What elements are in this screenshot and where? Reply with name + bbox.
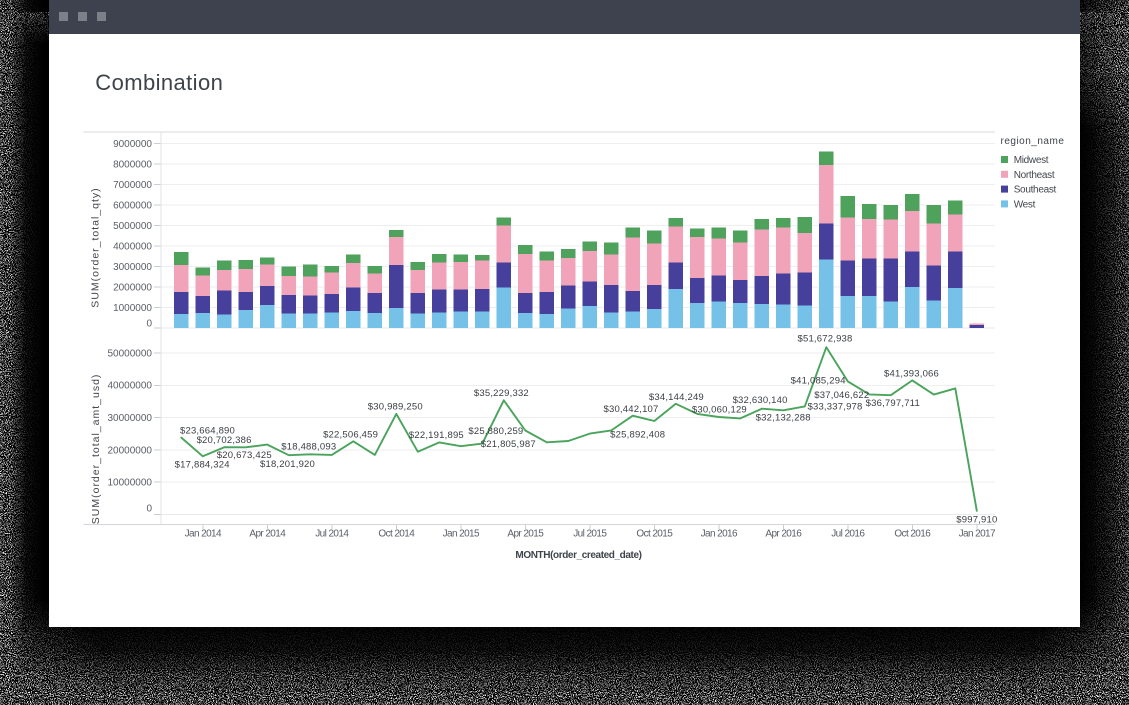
svg-text:$997,910: $997,910 — [956, 515, 997, 526]
svg-text:Oct 2015: Oct 2015 — [636, 529, 673, 540]
svg-text:$20,702,386: $20,702,386 — [197, 435, 252, 446]
svg-text:Jan 2015: Jan 2015 — [443, 529, 480, 540]
svg-text:4000000: 4000000 — [113, 242, 152, 253]
svg-text:7000000: 7000000 — [113, 180, 152, 191]
svg-text:$22,191,895: $22,191,895 — [409, 430, 464, 441]
svg-text:8000000: 8000000 — [113, 160, 152, 171]
svg-text:Oct 2014: Oct 2014 — [378, 529, 415, 540]
svg-text:10000000: 10000000 — [108, 478, 153, 489]
svg-text:Southeast: Southeast — [1014, 185, 1057, 196]
svg-text:6000000: 6000000 — [113, 201, 152, 212]
svg-text:30000000: 30000000 — [108, 413, 153, 424]
svg-text:Oct 2016: Oct 2016 — [894, 529, 931, 540]
svg-text:Northeast: Northeast — [1014, 170, 1055, 181]
svg-text:$22,506,459: $22,506,459 — [323, 430, 378, 441]
svg-text:0: 0 — [146, 318, 152, 329]
svg-text:$17,884,324: $17,884,324 — [175, 459, 230, 470]
svg-text:$30,442,107: $30,442,107 — [603, 404, 658, 415]
svg-text:$36,797,711: $36,797,711 — [866, 398, 920, 409]
svg-text:$30,989,250: $30,989,250 — [368, 402, 423, 413]
svg-text:West: West — [1014, 200, 1036, 211]
svg-text:MONTH(order_created_date): MONTH(order_created_date) — [515, 550, 641, 561]
svg-text:Jan 2016: Jan 2016 — [701, 529, 738, 540]
svg-text:Jul 2014: Jul 2014 — [315, 529, 349, 540]
svg-text:SUM(order_total_amt_usd): SUM(order_total_amt_usd) — [90, 374, 102, 525]
svg-text:Jan 2017: Jan 2017 — [959, 529, 996, 540]
svg-text:Apr 2016: Apr 2016 — [765, 529, 802, 540]
svg-text:1000000: 1000000 — [113, 303, 152, 314]
svg-text:Jan 2014: Jan 2014 — [185, 529, 222, 540]
svg-text:$18,488,093: $18,488,093 — [281, 442, 336, 453]
svg-text:$33,337,978: $33,337,978 — [807, 402, 862, 413]
svg-text:$32,132,288: $32,132,288 — [756, 413, 811, 424]
svg-text:$32,630,140: $32,630,140 — [733, 395, 788, 406]
svg-text:Apr 2015: Apr 2015 — [507, 529, 544, 540]
svg-text:3000000: 3000000 — [113, 262, 152, 273]
svg-text:$18,201,920: $18,201,920 — [260, 459, 315, 470]
svg-text:$35,229,332: $35,229,332 — [474, 388, 529, 399]
svg-text:$21,805,987: $21,805,987 — [481, 439, 536, 450]
svg-text:Midwest: Midwest — [1014, 155, 1049, 166]
svg-text:$41,085,294: $41,085,294 — [791, 376, 846, 387]
svg-text:$25,880,259: $25,880,259 — [468, 426, 523, 437]
svg-text:$23,664,890: $23,664,890 — [180, 426, 235, 437]
svg-text:$20,673,425: $20,673,425 — [217, 450, 272, 461]
svg-text:9000000: 9000000 — [113, 139, 152, 150]
svg-text:5000000: 5000000 — [113, 221, 152, 232]
svg-text:Jul 2015: Jul 2015 — [573, 529, 607, 540]
svg-text:$30,060,129: $30,060,129 — [692, 405, 747, 416]
svg-text:$41,393,066: $41,393,066 — [884, 368, 939, 379]
svg-text:$37,046,622: $37,046,622 — [814, 390, 869, 401]
svg-text:40000000: 40000000 — [108, 381, 153, 392]
svg-text:$25,892,408: $25,892,408 — [610, 429, 665, 440]
svg-text:$51,672,938: $51,672,938 — [797, 334, 852, 345]
svg-text:20000000: 20000000 — [108, 445, 153, 456]
svg-text:region_name: region_name — [1001, 136, 1065, 147]
svg-text:Jul 2016: Jul 2016 — [831, 529, 865, 540]
svg-text:$34,144,249: $34,144,249 — [649, 392, 704, 403]
svg-text:SUM(order_total_qty): SUM(order_total_qty) — [89, 187, 101, 307]
svg-text:50000000: 50000000 — [108, 348, 153, 359]
svg-text:Apr 2014: Apr 2014 — [249, 529, 286, 540]
svg-text:2000000: 2000000 — [113, 283, 152, 294]
svg-text:0: 0 — [146, 504, 152, 515]
